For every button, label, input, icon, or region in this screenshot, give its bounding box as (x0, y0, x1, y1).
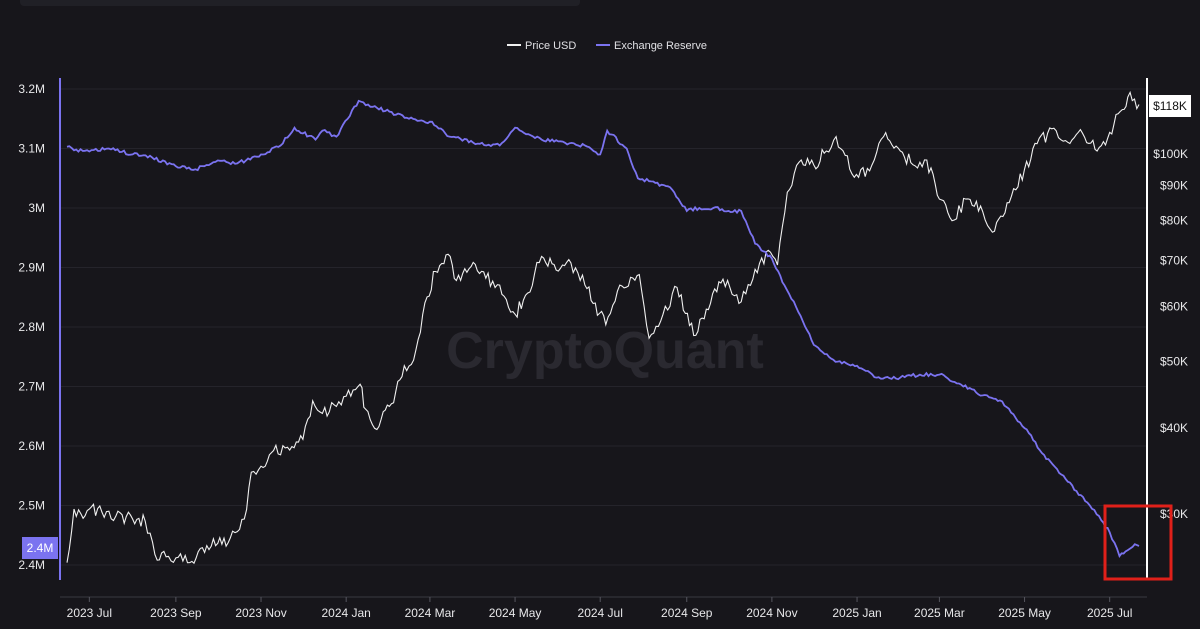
legend-label-price[interactable]: Price USD (525, 40, 576, 52)
left-current-badge-bg (22, 537, 58, 559)
x-tick-label: 2024 Jul (578, 606, 623, 620)
right-current-badge: $118K (1149, 95, 1191, 117)
series-line-reserve (66, 99, 1140, 559)
right-axis-ticks: $100K $90K $80K $70K $60K $50K $40K $30K (1153, 147, 1188, 521)
right-tick-label: $100K (1153, 147, 1188, 161)
x-tick-label: 2024 Mar (405, 606, 456, 620)
x-tick-label: 2025 Jan (832, 606, 881, 620)
left-tick-label: 2.5M (18, 499, 45, 513)
legend[interactable]: Price USD Exchange Reserve (507, 40, 707, 52)
x-axis-ticks: 2023 Jul 2023 Sep 2023 Nov 2024 Jan 2024 Mar… (67, 597, 1132, 620)
x-tick-label: 2025 May (998, 606, 1051, 620)
toolbar-strip (20, 0, 580, 6)
right-tick-label: $30K (1160, 507, 1188, 521)
left-tick-label: 3.2M (18, 82, 45, 96)
left-tick-label: 2.8M (18, 320, 45, 334)
right-current-badge-text: $118K (1153, 99, 1187, 113)
right-tick-label: $80K (1160, 214, 1188, 228)
x-tick-label: 2024 Jan (321, 606, 370, 620)
highlight-box (1103, 504, 1173, 581)
x-tick-label: 2023 Jul (67, 606, 112, 620)
x-tick-label: 2023 Sep (150, 606, 202, 620)
x-tick-label: 2024 Sep (661, 606, 713, 620)
left-tick-label: 3.1M (18, 142, 45, 156)
left-tick-label: 2.7M (18, 380, 45, 394)
series-line-price (66, 90, 1140, 565)
right-current-badge-bg (1149, 95, 1191, 117)
watermark-text: CryptoQuant (446, 322, 764, 380)
right-tick-label: $90K (1160, 179, 1188, 193)
left-current-badge: 2.4M (22, 537, 58, 559)
x-tick-label: 2024 May (489, 606, 542, 620)
right-tick-label: $70K (1160, 254, 1188, 268)
left-axis-ticks: 3.2M 3.1M 3M 2.9M 2.8M 2.7M 2.6M 2.5M 2.4M (18, 82, 45, 572)
x-tick-label: 2025 Jul (1087, 606, 1132, 620)
right-tick-label: $60K (1160, 300, 1188, 314)
legend-label-reserve[interactable]: Exchange Reserve (614, 40, 707, 52)
right-tick-label: $50K (1160, 354, 1188, 368)
left-tick-label: 2.9M (18, 261, 45, 275)
x-tick-label: 2023 Nov (235, 606, 286, 620)
x-tick-label: 2024 Nov (746, 606, 797, 620)
x-tick-label: 2025 Mar (914, 606, 965, 620)
right-tick-label: $40K (1160, 421, 1188, 435)
left-tick-label: 3M (28, 201, 45, 215)
left-tick-label: 2.4M (18, 558, 45, 572)
left-current-badge-text: 2.4M (27, 541, 54, 555)
left-tick-label: 2.6M (18, 439, 45, 453)
